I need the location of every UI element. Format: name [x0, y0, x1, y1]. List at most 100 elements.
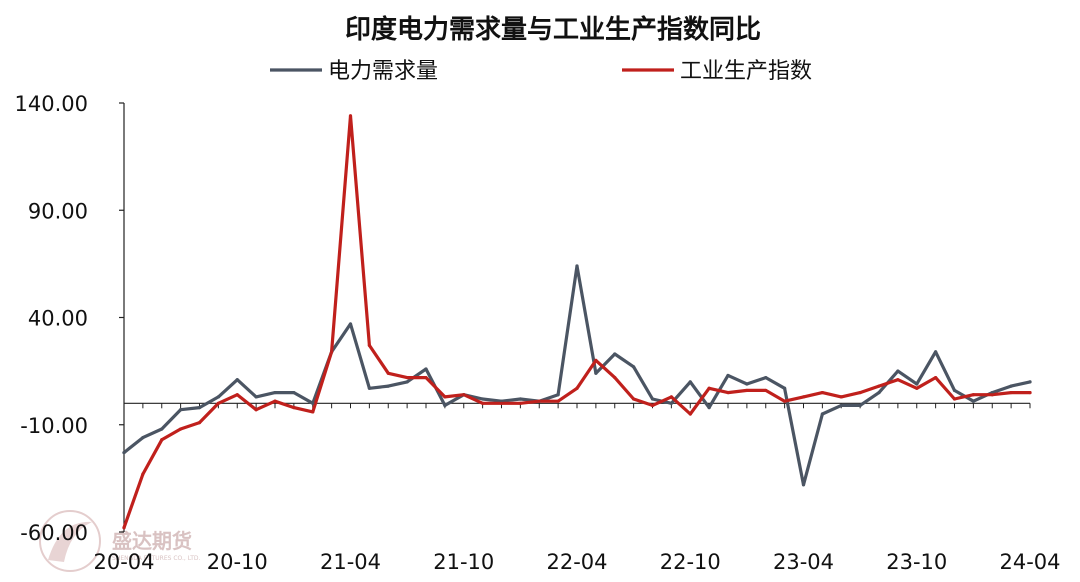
series-2-point: [481, 401, 485, 405]
series-1-point: [1009, 384, 1013, 388]
y-tick-label: -10.00: [20, 414, 88, 438]
series-2-point: [971, 393, 975, 397]
series-1-point: [575, 264, 579, 268]
series-1-point: [594, 371, 598, 375]
series-2-point: [952, 397, 957, 401]
x-tick-label: 22-04: [546, 550, 607, 574]
series-1-point: [915, 382, 919, 386]
series-2-point: [839, 395, 843, 399]
watermark-emblem-swoosh: [48, 521, 92, 562]
series-1-point: [481, 397, 485, 401]
x-ticks: 20-04 20-10 21-04 21-10 22-04 22-10 23-04 23-10…: [93, 403, 1061, 574]
series-1-point: [707, 405, 711, 410]
series-points: [122, 114, 1032, 530]
series-2-point: [292, 405, 296, 410]
series-2-point: [801, 395, 806, 399]
series-2-point: [424, 375, 428, 380]
series-2-point: [537, 399, 541, 403]
series-2-point: [934, 375, 938, 380]
series-2-point: [179, 427, 183, 431]
series-1-point: [348, 322, 353, 326]
series-1-point: [443, 403, 447, 408]
series-2-point: [858, 390, 862, 395]
series-2-point: [764, 388, 768, 393]
series-1-point: [254, 395, 258, 399]
chart-title: 印度电力需求量与工业生产指数同比: [345, 14, 761, 45]
series-2-point: [915, 386, 919, 390]
series-2-point: [594, 358, 598, 362]
series-1-point: [160, 427, 164, 431]
series-1-point: [1028, 380, 1032, 384]
x-tick-label: 23-04: [773, 550, 834, 574]
series-1-point: [235, 378, 239, 382]
series-1-point: [820, 412, 824, 416]
watermark-logo: 盛达期货 SHENGDA FUTURES CO., LTD.: [39, 510, 201, 572]
series-1-point: [613, 352, 617, 356]
series-2-point: [348, 114, 353, 118]
series-2-point: [575, 386, 579, 390]
series-2-point: [896, 378, 900, 382]
x-tick-label: 23-10: [886, 550, 947, 574]
y-tick-label: 90.00: [28, 199, 88, 223]
axes: [123, 103, 1030, 532]
x-tick-label: 21-04: [320, 550, 381, 574]
series-line-2: [122, 114, 1032, 530]
series-2-point: [160, 438, 164, 442]
series-2-point: [707, 386, 711, 390]
series-2-point: [877, 384, 881, 388]
x-tick-label: 21-10: [433, 550, 494, 574]
legend-label: 工业生产指数: [680, 59, 812, 84]
series-1-point: [518, 397, 522, 401]
series-2-point: [613, 375, 617, 380]
series-2-point: [235, 393, 239, 397]
series-1-point: [292, 390, 296, 395]
y-tick-label: 140.00: [15, 92, 88, 116]
series-1-point: [952, 388, 957, 393]
series-1-point: [745, 382, 749, 386]
series-1-point: [764, 375, 768, 380]
series-1-point: [934, 350, 938, 354]
series-1-point: [273, 390, 277, 395]
series-2-point: [254, 408, 258, 412]
series-1-point: [669, 401, 673, 405]
series-2-point: [745, 388, 749, 393]
series-2-point: [197, 421, 202, 425]
series-2-point: [820, 390, 824, 395]
series-2-point: [726, 390, 730, 395]
x-tick-label: 22-10: [660, 550, 721, 574]
series-1-point: [405, 380, 409, 384]
series-1-point: [632, 365, 636, 369]
series-1-point: [367, 386, 371, 390]
series-2-point: [650, 403, 655, 408]
series-1-point: [424, 367, 428, 371]
x-tick-label: 24-04: [999, 550, 1060, 574]
series-1-point: [556, 393, 560, 397]
series-1-point: [858, 403, 862, 408]
series-2-point: [443, 395, 447, 399]
series-2-point: [311, 410, 315, 414]
series-1-point: [971, 399, 975, 403]
series-2-point: [462, 393, 466, 397]
x-tick-label: 20-10: [207, 550, 268, 574]
series-2-point: [1009, 390, 1013, 395]
watermark-sub: SHENGDA FUTURES CO., LTD.: [112, 555, 201, 562]
series-2-point: [141, 472, 145, 476]
series-lines: [122, 114, 1032, 530]
watermark-brand: 盛达期货: [112, 529, 192, 553]
series-1-point: [122, 451, 126, 455]
series-1-point: [688, 380, 692, 384]
series-2-point: [518, 401, 522, 405]
series-line-1: [122, 264, 1032, 487]
series-1-point: [801, 483, 806, 487]
series-2-point: [632, 397, 636, 401]
series-2-point: [1028, 390, 1032, 395]
series-1-point: [839, 403, 843, 408]
series-1-point: [726, 373, 730, 378]
series-2-point: [330, 350, 334, 354]
series-1-point: [216, 395, 220, 399]
y-tick-label: 40.00: [28, 307, 88, 331]
y-tick-label: -60.00: [20, 521, 88, 545]
series-1-point: [877, 390, 881, 395]
series-2-point: [499, 401, 504, 405]
